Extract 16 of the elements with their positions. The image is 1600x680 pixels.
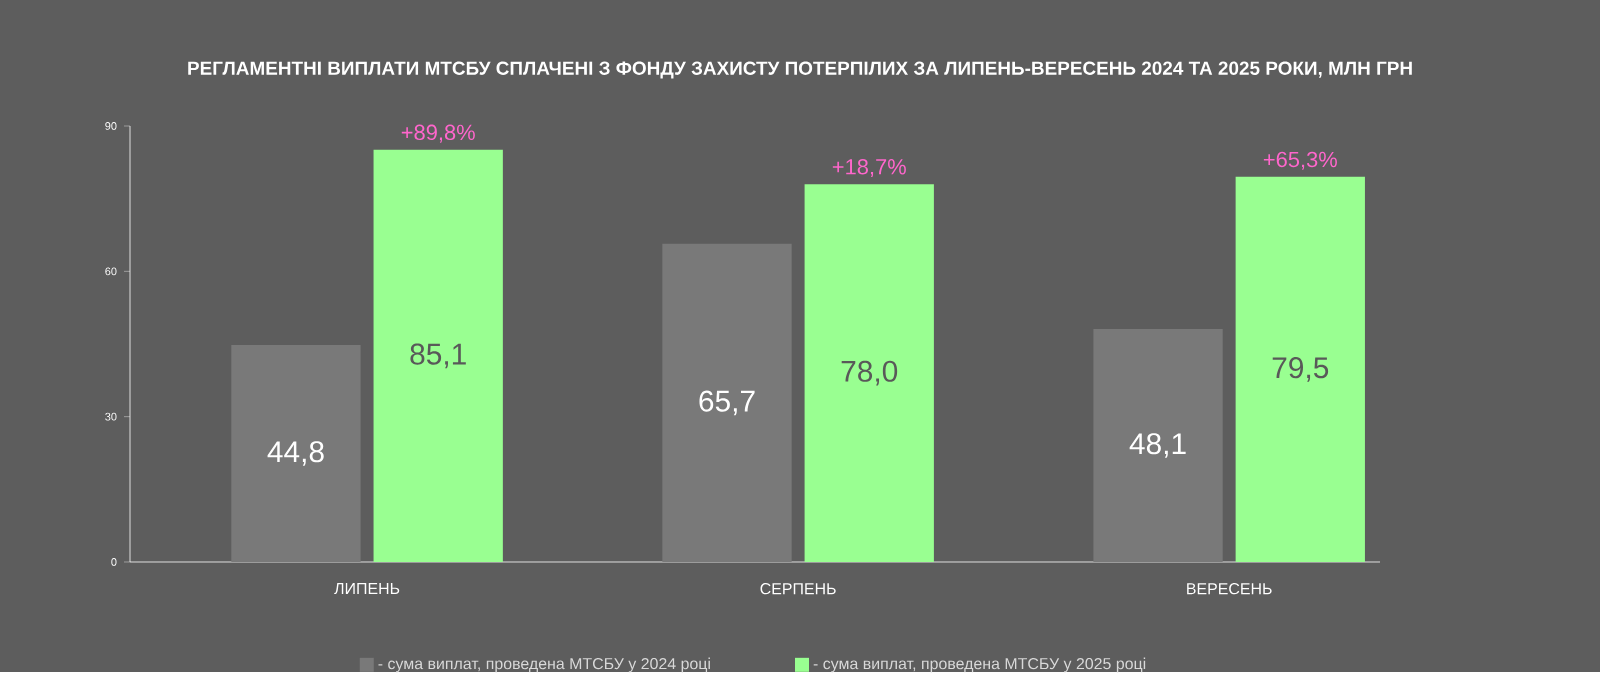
data-label: 79,5 [1272,357,1329,382]
data-label: 65,7 [699,390,755,416]
bar [662,243,792,562]
bar [804,184,934,562]
data-label: 85,1 [410,343,466,369]
chart-title: РЕГЛАМЕНТНІ ВИПЛАТИ МТСБУ СПЛАЧЕНІ З ФОНДУ ЗАХИСТУ ПОТЕРПІЛИХ ЗА ЛИПЕНЬ-ВЕРЕСЕНЬ 2024 ТА 2025 РОКИ, МЛН ГРН [188,61,1412,79]
bar [231,344,361,562]
data-label: 48,1 [1129,433,1186,458]
data-label: 78,0 [841,360,898,386]
data-label: 44,8 [267,441,324,466]
bar [1235,176,1365,562]
annotation: +18,7% [832,158,906,178]
annotation: +65,3% [1263,151,1337,170]
annotation: +89,8% [401,124,475,143]
bar [1093,328,1223,562]
bar [373,149,503,562]
